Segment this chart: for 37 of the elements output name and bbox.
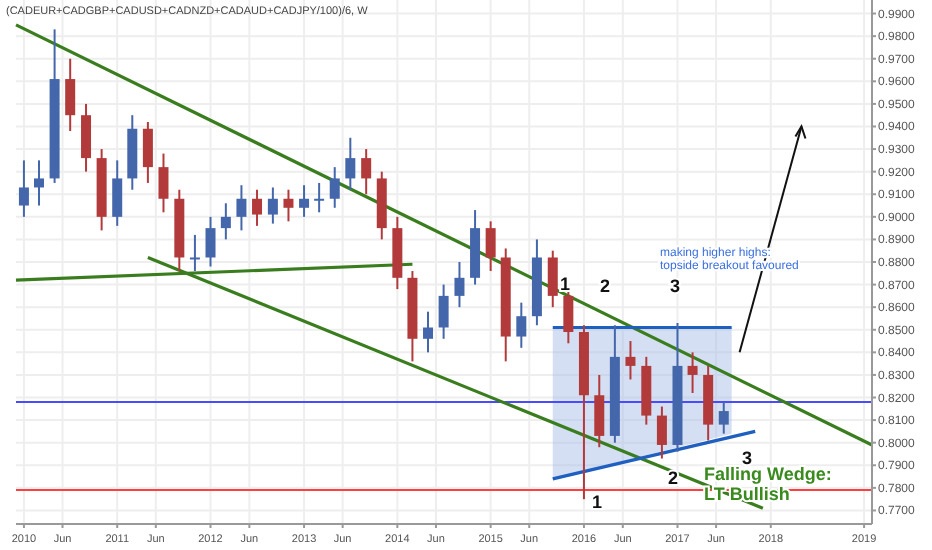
- candlestick: [718, 401, 729, 435]
- candlestick: [563, 288, 574, 345]
- candlestick: [112, 159, 123, 227]
- candlestick: [687, 351, 698, 394]
- candlestick: [283, 188, 294, 223]
- annotation: 1: [560, 274, 571, 294]
- annotation: 2: [600, 276, 611, 296]
- annotation: 2: [668, 468, 679, 488]
- annotation: 3: [742, 448, 753, 468]
- annotation: 3: [670, 276, 681, 296]
- candlestick: [438, 283, 449, 340]
- candlestick: [189, 233, 200, 273]
- candlestick: [516, 301, 527, 349]
- candlestick: [345, 136, 356, 191]
- candlestick: [594, 373, 605, 449]
- candlestick: [547, 249, 558, 309]
- candlestick: [314, 181, 325, 214]
- annotation: 1: [592, 492, 603, 512]
- candlestick: [252, 188, 263, 227]
- candlestick: [81, 102, 92, 173]
- candlestick: [220, 202, 231, 241]
- candlestick: [65, 57, 76, 132]
- candlestick: [485, 220, 496, 273]
- candlestick: [625, 340, 636, 381]
- candlestick: [158, 152, 169, 214]
- candlestick: [656, 405, 667, 460]
- candlestick: [18, 159, 29, 218]
- candlestick: [423, 310, 434, 354]
- candlestick: [454, 261, 465, 309]
- candlestick: [34, 159, 44, 207]
- candlestick: [205, 215, 216, 268]
- candlestick: [142, 120, 153, 184]
- candlestick: [299, 184, 310, 218]
- candlestick: [361, 148, 372, 196]
- candlestick: [236, 184, 247, 232]
- candlestick: [329, 166, 340, 209]
- candlestick: [267, 186, 278, 225]
